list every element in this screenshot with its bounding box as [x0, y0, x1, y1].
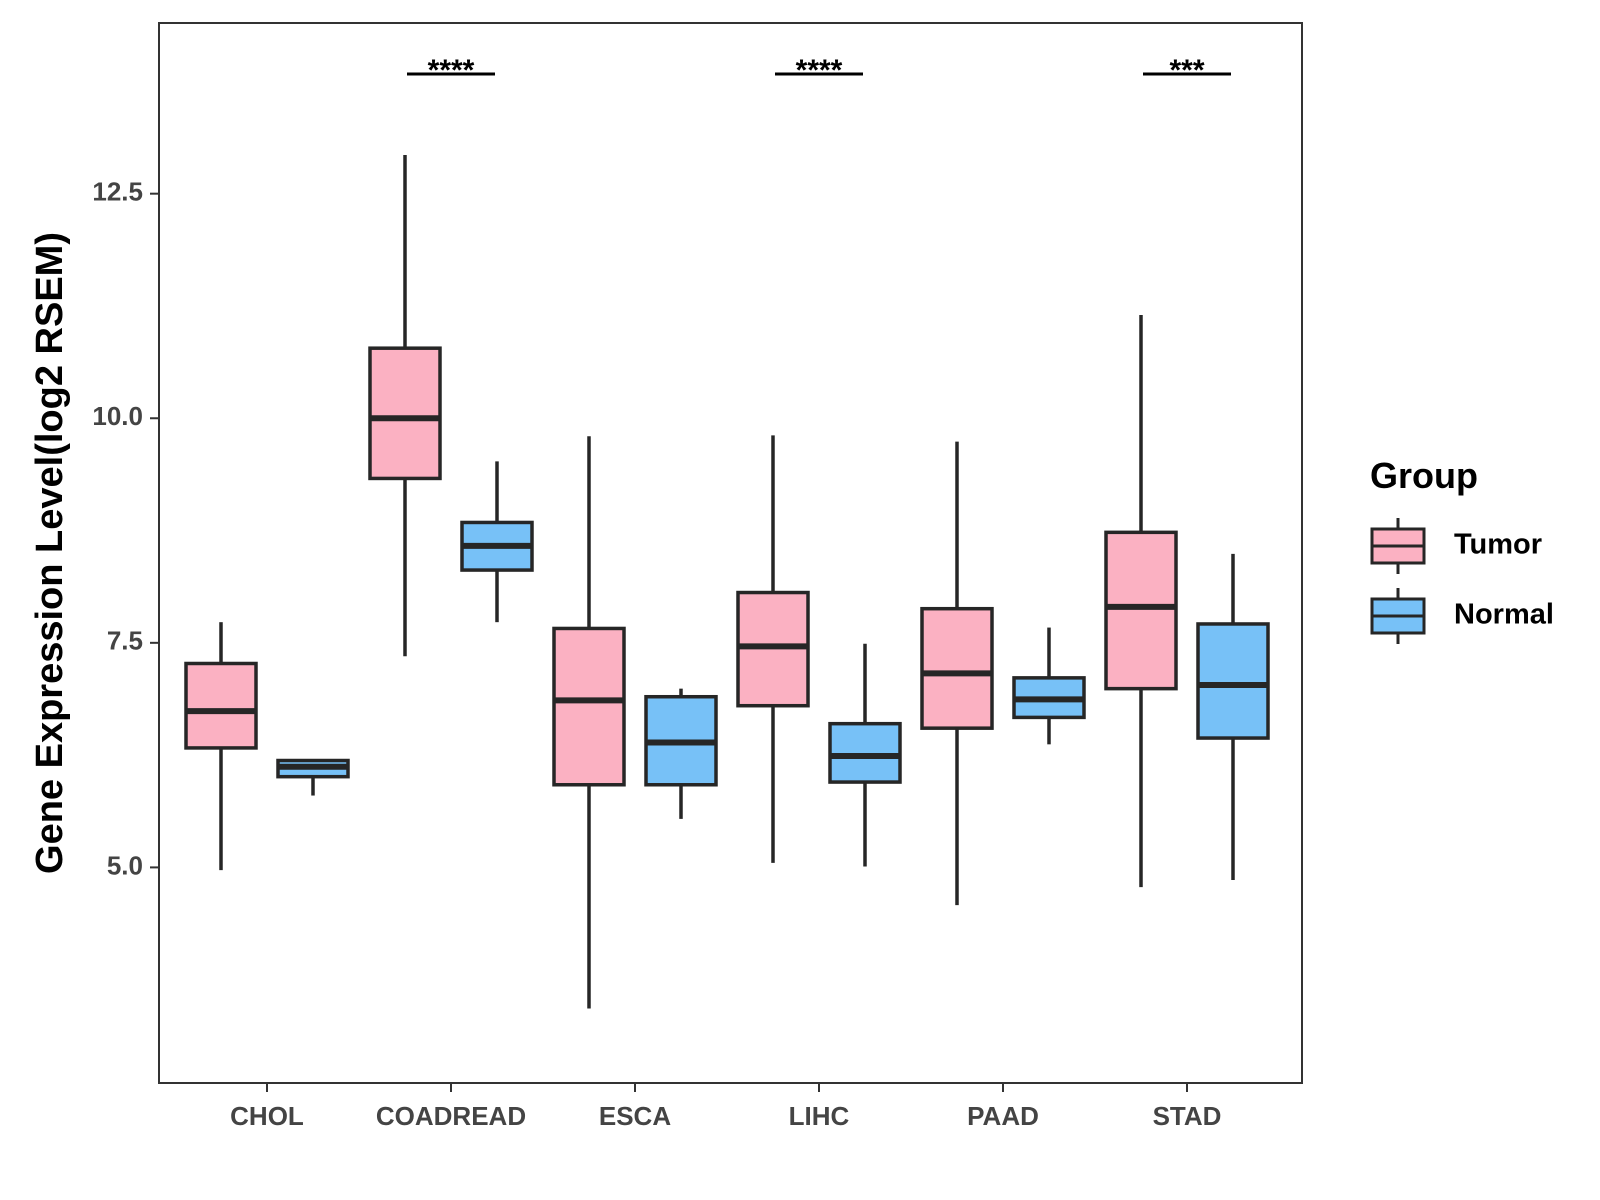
- y-axis-label: Gene Expression Level(log2 RSEM): [29, 232, 71, 874]
- x-tick-label: ESCA: [599, 1101, 671, 1131]
- x-tick-label: LIHC: [789, 1101, 850, 1131]
- significance-coadread: ****: [407, 54, 495, 87]
- box-body-normal-lihc: [828, 721, 902, 784]
- legend-label-tumor: Tumor: [1454, 529, 1542, 561]
- box-normal-chol: [276, 758, 350, 796]
- box-tumor-paad: [920, 441, 994, 906]
- x-tick-label: PAAD: [967, 1101, 1039, 1131]
- box-normal-stad: [1196, 553, 1270, 880]
- y-tick-label: 7.5: [107, 626, 143, 656]
- box-tumor-coadread: [368, 155, 442, 657]
- box-normal-coadread: [460, 461, 534, 623]
- legend-label-normal: Normal: [1454, 599, 1554, 631]
- legend-title: Group: [1370, 455, 1478, 496]
- x-tick-label: COADREAD: [376, 1101, 526, 1131]
- plot-border: [158, 22, 1303, 1084]
- significance-lihc: ****: [775, 54, 863, 87]
- box-tumor-stad: [1104, 314, 1178, 888]
- significance-stad: ***: [1143, 54, 1231, 87]
- x-tick-label: STAD: [1153, 1101, 1222, 1131]
- box-body-tumor-chol: [184, 661, 258, 750]
- legend: Group Tumor Normal: [1370, 455, 1554, 644]
- box-normal-paad: [1012, 627, 1086, 745]
- box-body-tumor-esca: [552, 626, 626, 787]
- y-tick-label: 12.5: [92, 177, 143, 207]
- legend-item-normal: Normal: [1370, 588, 1554, 644]
- box-body-normal-stad: [1196, 622, 1270, 740]
- box-tumor-esca: [552, 436, 626, 1009]
- box-body-tumor-coadread: [368, 346, 442, 481]
- significance-label: ****: [428, 54, 475, 87]
- axes: 5.0 7.5 10.0 12.5 CHOL COADREAD ESCA LIHC PAAD ST…: [92, 177, 1221, 1131]
- box-normal-lihc: [828, 643, 902, 867]
- significance-annotations: **** **** ***: [407, 54, 1231, 87]
- significance-label: ****: [796, 54, 843, 87]
- x-tick-label: CHOL: [230, 1101, 304, 1131]
- box-body-tumor-stad: [1104, 530, 1178, 691]
- box-tumor-chol: [184, 622, 258, 871]
- box-body-tumor-paad: [920, 606, 994, 730]
- y-tick-label: 10.0: [92, 401, 143, 431]
- box-tumor-lihc: [736, 435, 810, 863]
- y-tick-label: 5.0: [107, 850, 143, 880]
- legend-item-tumor: Tumor: [1370, 518, 1542, 574]
- plot-area: [184, 155, 1270, 1009]
- significance-label: ***: [1169, 54, 1204, 87]
- box-normal-esca: [644, 688, 718, 819]
